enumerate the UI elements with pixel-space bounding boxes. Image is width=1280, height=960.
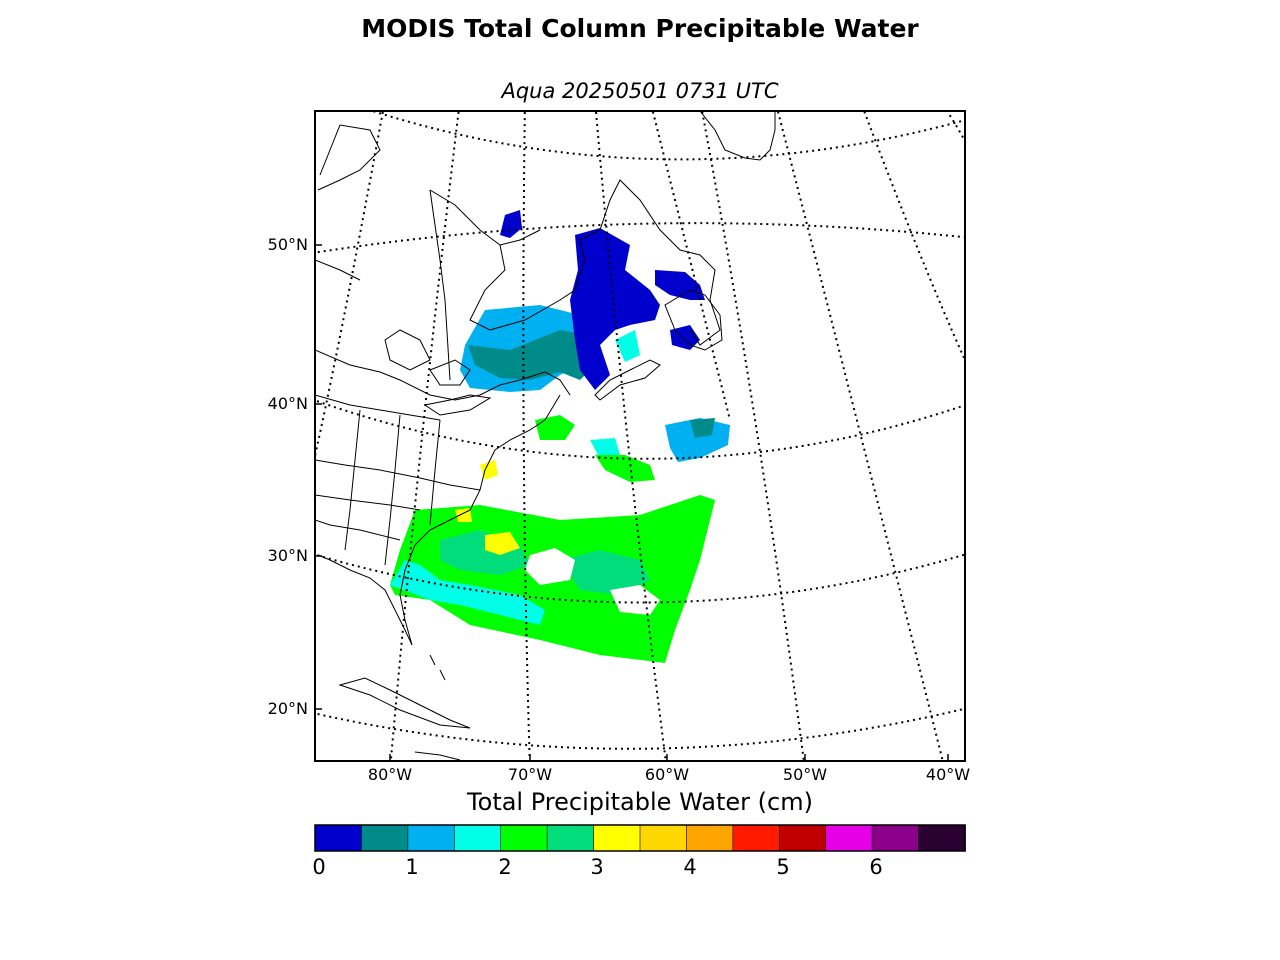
map-subtitle: Aqua 20250501 0731 UTC [501,79,779,103]
pw-region-yellow-3 [480,460,498,480]
border-manitoba [315,259,361,281]
pw-region-low-labrador-coast [500,210,522,238]
colorbar-segment-9 [732,824,781,852]
pw-region-teal-north [468,330,600,380]
meridian-60w [594,111,667,761]
border-states-1 [315,394,481,491]
meridian-40w [863,111,965,361]
colorbar-tick-1: 1 [405,855,419,879]
border-states-2 [344,409,441,566]
colorbar-tick-3: 3 [590,855,604,879]
border-quebec-labrador [499,229,541,246]
precipitable-water-swath [390,210,730,663]
colorbar-segment-5 [546,824,595,852]
lon-label-40w: 40°W [925,765,971,784]
coast-hispaniola [414,751,461,761]
coast-newfoundland [664,289,723,351]
colorbar-segment-3 [453,824,502,852]
lat-label-30n: 30°N [267,546,308,565]
coast-greenland [699,111,776,161]
colorbar-tick-6: 6 [869,855,883,879]
colorbar-segment-7 [639,824,688,852]
colorbar-segment-4 [500,824,548,852]
parallel-55n [369,111,965,161]
coast-florida [317,554,413,646]
pw-region-teal-ne [690,418,715,438]
lon-label-70w: 70°W [507,765,553,784]
lon-label-60w: 60°W [644,765,690,784]
colorbar-segment-10 [778,824,827,852]
border-ontario-quebec [429,189,451,381]
pw-region-low-newfoundland [655,270,705,300]
pw-region-lightblue-ne [665,418,730,462]
coast-cuba [338,677,471,729]
pw-region-low-east [670,325,700,350]
pw-region-seagreen-2 [560,550,650,595]
coast-us-east [399,394,561,646]
colorbar-tick-5: 5 [776,855,790,879]
colorbar-title: Total Precipitable Water (cm) [467,788,813,816]
coastlines [317,111,776,761]
coast-hudson-bay [317,124,381,191]
colorbar-tick-4: 4 [683,855,697,879]
great-lakes [384,329,492,416]
colorbar-segment-0 [314,824,363,852]
colorbar-segment-12 [871,824,920,852]
lon-label-50w: 50°W [782,765,828,784]
pw-gap-1 [525,548,575,585]
pw-region-green-mid [595,455,655,482]
lat-label-50n: 50°N [267,235,308,254]
pw-region-green-coast [535,415,575,440]
border-us-canada [315,349,571,401]
pw-region-low-quebec [570,228,660,390]
colorbar-segment-13 [918,824,966,852]
lat-ticks [315,244,322,710]
colorbar-segment-6 [593,824,641,852]
pw-region-cyan-coast [390,560,545,625]
pw-region-cyan-ns [615,330,640,362]
map-title: MODIS Total Column Precipitable Water [361,14,919,43]
pw-region-cyan-mid [590,438,620,455]
colorbar-frame [314,824,966,852]
colorbar [314,824,966,852]
coast-labrador-quebec [429,179,721,346]
coast-nova-scotia [594,359,661,401]
coast-bahamas [429,654,446,681]
lon-ticks [389,754,949,761]
political-borders [315,189,571,566]
meridian-85w [315,111,384,461]
lat-label-20n: 20°N [267,699,308,718]
colorbar-segment-1 [361,824,409,852]
meridian-80w [389,111,460,761]
lat-label-40n: 40°N [267,394,308,413]
meridian-45w [776,111,944,761]
pw-region-yellow-1 [485,532,520,555]
meridian-35w [945,111,965,144]
parallel-50n [315,222,965,254]
graticule [315,111,965,761]
meridian-55w [651,111,731,421]
colorbar-segment-8 [686,824,734,852]
map-frame [314,110,966,762]
parallel-40n [315,399,965,460]
colorbar-segment-2 [407,824,456,852]
colorbar-segment-11 [825,824,873,852]
colorbar-tick-0: 0 [312,855,326,879]
meridian-70w [522,111,531,761]
map-area [315,111,965,761]
parallel-20n [315,707,965,750]
lon-label-80w: 80°W [367,765,413,784]
border-states-3 [315,494,421,541]
colorbar-tick-2: 2 [498,855,512,879]
